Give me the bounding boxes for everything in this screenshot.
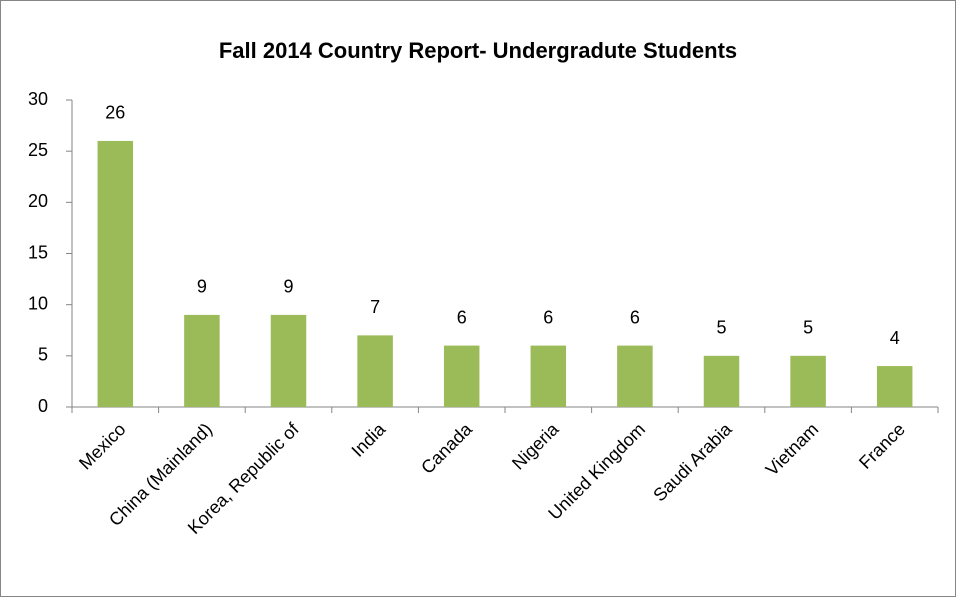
y-tick-label: 20 [28,191,48,211]
data-label: 9 [283,277,293,297]
bar [876,366,913,407]
data-label: 5 [716,318,726,338]
y-tick-label: 0 [38,396,48,416]
bar [790,355,826,407]
bar [184,314,220,407]
data-label: 9 [197,277,207,297]
data-label: 7 [370,297,380,317]
data-label: 26 [105,103,125,123]
bar [443,345,480,407]
data-label: 6 [457,307,467,327]
data-label: 6 [543,307,553,327]
bar [97,140,134,407]
bar [357,335,393,407]
bar [703,355,740,407]
y-tick-label: 25 [28,140,48,160]
bar [270,314,307,407]
y-tick-label: 10 [28,293,48,313]
bar [617,345,653,407]
y-tick-label: 5 [38,345,48,365]
data-label: 4 [890,328,900,348]
data-label: 5 [803,318,813,338]
bar [530,345,567,407]
data-label: 6 [630,307,640,327]
y-tick-label: 30 [28,89,48,109]
chart-title: Fall 2014 Country Report- Undergradute S… [219,38,737,63]
y-tick-label: 15 [28,242,48,262]
